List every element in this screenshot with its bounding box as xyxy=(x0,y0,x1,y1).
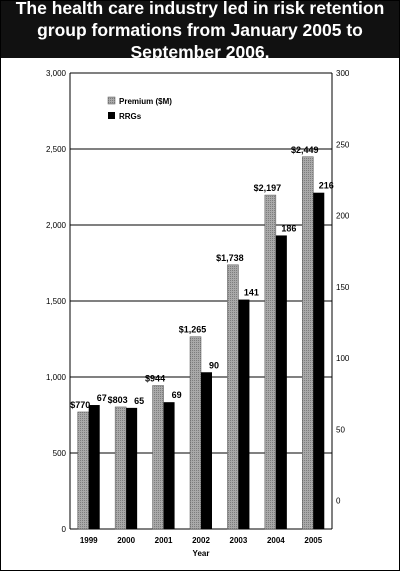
premium-value-label: $1,738 xyxy=(216,253,244,263)
y-right-tick-label: 100 xyxy=(336,354,350,363)
x-tick-label: 2004 xyxy=(267,536,285,545)
rrg-bar xyxy=(275,235,287,529)
rrg-bar xyxy=(126,407,138,529)
chart-title: The health care industry led in risk ret… xyxy=(15,0,385,62)
rrg-value-label: 141 xyxy=(244,288,259,298)
premium-bar xyxy=(264,194,277,530)
chart-header: The health care industry led in risk ret… xyxy=(1,0,399,62)
y-right-tick-label: 150 xyxy=(336,283,350,292)
rrg-value-label: 186 xyxy=(281,223,296,233)
y-right-tick-label: 250 xyxy=(336,140,350,149)
legend-swatch-rrgs xyxy=(108,112,115,119)
legend-label-premium: Premium ($M) xyxy=(119,97,172,106)
legend-swatch-premium xyxy=(107,96,116,105)
x-tick-label: 2002 xyxy=(192,536,210,545)
y-left-tick-label: 1,500 xyxy=(46,297,67,306)
rrg-value-label: 90 xyxy=(209,360,219,370)
rrg-value-label: 69 xyxy=(172,390,182,400)
premium-bar xyxy=(227,264,239,530)
rrg-bar xyxy=(163,402,175,529)
x-axis-title: Year xyxy=(193,549,210,558)
premium-value-label: $770 xyxy=(70,400,90,410)
legend-label-rrgs: RRGs xyxy=(119,112,142,121)
x-tick-label: 2003 xyxy=(230,536,248,545)
x-tick-label: 2005 xyxy=(304,536,322,545)
x-tick-label: 2000 xyxy=(117,536,135,545)
y-left-tick-label: 3,000 xyxy=(46,69,67,78)
y-left-tick-label: 500 xyxy=(53,449,67,458)
y-right-tick-label: 300 xyxy=(336,69,350,78)
premium-value-label: $944 xyxy=(145,374,165,384)
rrg-value-label: 67 xyxy=(97,393,107,403)
premium-value-label: $2,197 xyxy=(254,183,282,193)
rrg-bar xyxy=(313,192,325,529)
premium-bar xyxy=(189,336,202,530)
y-right-tick-label: 200 xyxy=(336,212,350,221)
rrg-bar xyxy=(88,405,100,529)
y-left-tick-label: 2,000 xyxy=(46,221,67,230)
rrg-bar xyxy=(201,372,212,529)
x-tick-label: 1999 xyxy=(80,536,98,545)
y-right-tick-label: 0 xyxy=(336,497,341,506)
rrg-bar xyxy=(238,299,250,529)
rrg-value-label: 65 xyxy=(134,396,144,406)
premium-value-label: $2,449 xyxy=(291,145,319,155)
premium-bar xyxy=(77,411,89,530)
premium-value-label: $1,265 xyxy=(179,325,207,335)
premium-bar xyxy=(114,406,127,530)
y-left-tick-label: 2,500 xyxy=(46,145,67,154)
premium-bar xyxy=(152,385,164,530)
x-tick-label: 2001 xyxy=(155,536,173,545)
premium-bar xyxy=(302,156,314,530)
y-left-tick-label: 0 xyxy=(62,525,67,534)
rrg-value-label: 216 xyxy=(319,181,334,191)
y-left-tick-label: 1,000 xyxy=(46,373,67,382)
premium-value-label: $803 xyxy=(108,395,128,405)
y-right-tick-label: 50 xyxy=(336,425,345,434)
